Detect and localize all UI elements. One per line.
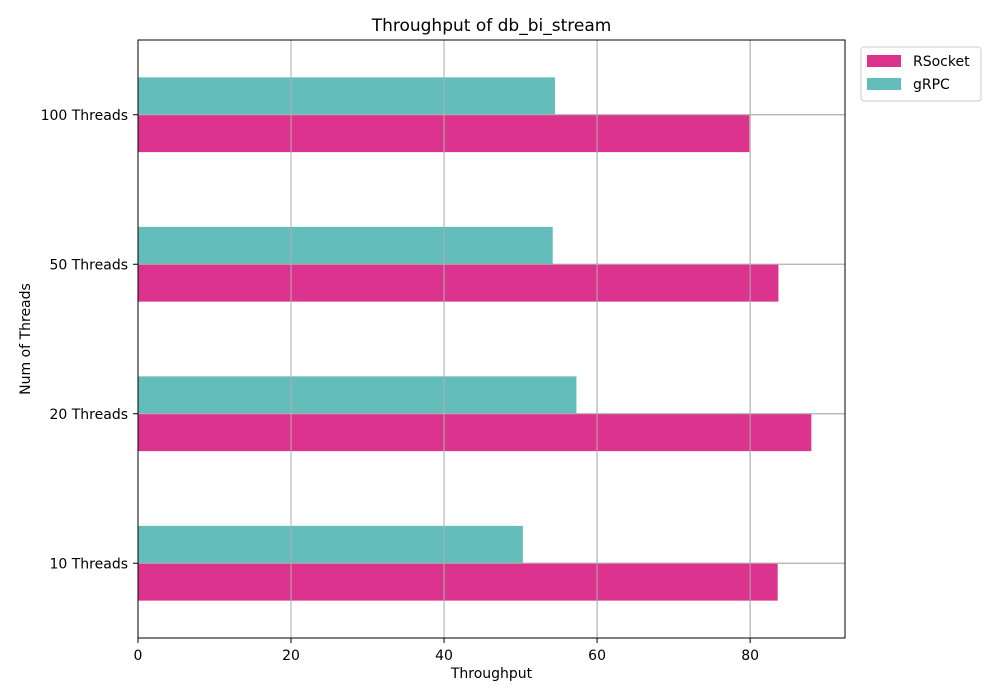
legend-swatch-grpc: [867, 78, 901, 90]
y-tick-label: 50 Threads: [49, 257, 128, 273]
x-tick-label: 40: [435, 648, 453, 664]
bar-rsocket-50-threads: [138, 264, 779, 302]
y-tick-label: 100 Threads: [41, 108, 128, 124]
bar-rsocket-10-threads: [138, 563, 778, 601]
x-axis-ticks: 0 20 40 60 80: [134, 638, 759, 664]
legend-swatch-rsocket: [867, 55, 901, 67]
legend: RSocket gRPC: [860, 46, 982, 102]
bar-grpc-100-threads: [138, 77, 556, 115]
chart-title: Throughput of db_bi_stream: [371, 16, 612, 36]
legend-label-grpc: gRPC: [913, 77, 950, 93]
legend-label-rsocket: RSocket: [913, 54, 970, 70]
plot-frame: [137, 39, 846, 639]
bar-grpc-10-threads: [138, 525, 523, 564]
x-tick-label: 20: [282, 648, 300, 664]
bars: [138, 77, 812, 601]
y-tick-label: 20 Threads: [49, 407, 128, 423]
bar-grpc-20-threads: [138, 376, 577, 414]
y-axis-ticks: 10 Threads 20 Threads 50 Threads 100 Thread…: [41, 108, 138, 572]
x-tick-label: 80: [741, 648, 759, 664]
y-tick-label: 10 Threads: [49, 556, 128, 572]
x-tick-label: 0: [134, 648, 143, 664]
x-tick-label: 60: [588, 648, 606, 664]
bar-grpc-50-threads: [138, 226, 553, 265]
y-axis-label: Num of Threads: [18, 283, 34, 395]
bar-rsocket-20-threads: [138, 413, 812, 452]
x-axis-label: Throughput: [450, 666, 533, 682]
